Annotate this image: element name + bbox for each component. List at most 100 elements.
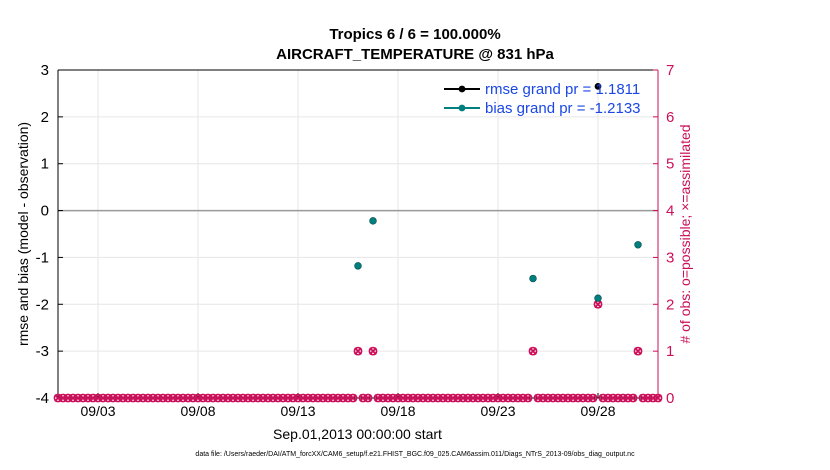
legend-bias-marker <box>458 104 466 112</box>
obs-possible-point <box>563 393 573 403</box>
obs-possible-point <box>653 393 663 403</box>
obs-possible-point <box>278 393 288 403</box>
y-tick-label: 2 <box>41 109 49 126</box>
legend <box>444 85 480 112</box>
x-tick-label: 09/18 <box>380 403 415 419</box>
obs-possible-point <box>83 393 93 403</box>
obs-possible-point <box>238 393 248 403</box>
obs-assimilated-point <box>594 300 602 309</box>
obs-possible-point <box>603 393 613 403</box>
legend-rmse-label: rmse grand pr = 1.1811 <box>485 81 640 98</box>
obs-possible-point <box>598 393 608 403</box>
obs-possible-point <box>423 393 433 403</box>
obs-possible-point <box>223 393 233 403</box>
y-tick-label: -2 <box>36 296 49 313</box>
obs-possible-point <box>188 393 198 403</box>
obs-possible-point <box>638 393 648 403</box>
obs-possible-point <box>88 393 98 403</box>
obs-possible-point <box>523 393 533 403</box>
obs-possible-point <box>453 393 463 403</box>
x-tick-label: 09/13 <box>280 403 315 419</box>
obs-possible-point <box>518 393 528 403</box>
obs-possible-point <box>398 393 408 403</box>
obs-possible-point <box>218 393 228 403</box>
obs-possible-point <box>313 393 323 403</box>
obs-assimilated-point <box>629 394 637 402</box>
bias-point <box>369 217 377 225</box>
y-tick-label: -1 <box>36 249 49 266</box>
obs-possible-point <box>133 393 143 403</box>
y2-tick-label: 3 <box>666 249 674 266</box>
obs-possible-point <box>108 393 118 403</box>
obs-possible-point <box>483 393 493 403</box>
obs-possible-point <box>633 346 643 356</box>
obs-possible-point <box>53 393 63 403</box>
obs-possible-point <box>213 393 223 403</box>
obs-possible-point <box>393 393 403 403</box>
obs-possible-point <box>368 346 378 356</box>
obs-possible-point <box>208 393 218 403</box>
obs-possible-point <box>543 393 553 403</box>
obs-possible-point <box>643 393 653 403</box>
obs-possible-point <box>158 393 168 403</box>
obs-possible-point <box>608 393 618 403</box>
obs-possible-point <box>118 393 128 403</box>
obs-possible-point <box>558 393 568 403</box>
obs-possible-point <box>513 393 523 403</box>
obs-possible-point <box>123 393 133 403</box>
x-axis-label: Sep.01,2013 00:00:00 start <box>273 426 442 442</box>
obs-possible-point <box>343 393 353 403</box>
obs-possible-point <box>338 393 348 403</box>
obs-possible-point <box>378 393 388 403</box>
obs-possible-point <box>198 393 208 403</box>
obs-possible-point <box>103 393 113 403</box>
obs-possible-point <box>288 393 298 403</box>
bias-point <box>354 262 362 270</box>
y2-tick-label: 5 <box>666 156 674 173</box>
obs-possible-point <box>533 393 543 403</box>
obs-possible-point <box>163 393 173 403</box>
y-tick-label: -4 <box>36 390 49 407</box>
rmse-series <box>594 83 602 90</box>
y2-tick-label: 4 <box>666 203 674 220</box>
obs-possible-point <box>353 346 363 356</box>
obs-possible-point <box>293 393 303 403</box>
obs-possible-point <box>228 393 238 403</box>
obs-possible-point <box>373 393 383 403</box>
obs-possible-point <box>298 393 308 403</box>
y2-tick-label: 0 <box>666 390 674 407</box>
data-file-footer: data file: /Users/raeder/DAI/ATM_forcXX/… <box>195 451 635 458</box>
obs-possible-point <box>363 393 373 403</box>
obs-possible-point <box>173 393 183 403</box>
obs-possible-point <box>58 393 68 403</box>
obs-possible-point <box>438 393 448 403</box>
y2-axis-label: # of obs: o=possible; ×=assimilated <box>677 124 693 343</box>
obs-assimilated-point <box>349 394 357 402</box>
obs-possible-point <box>333 393 343 403</box>
obs-possible-point <box>98 393 108 403</box>
rmse-point <box>594 83 602 90</box>
obs-possible-point <box>418 393 428 403</box>
obs-possible-point <box>358 393 368 403</box>
obs-possible-point <box>458 393 468 403</box>
y2-tick-label: 1 <box>666 343 674 360</box>
obs-possible-point <box>588 393 598 403</box>
obs-possible-point <box>128 393 138 403</box>
obs-possible-point <box>303 393 313 403</box>
y2-tick-label: 6 <box>666 109 674 126</box>
obs-possible-point <box>493 393 503 403</box>
obs-possible-point <box>73 393 83 403</box>
obs-possible-point <box>318 393 328 403</box>
y-axis-label: rmse and bias (model - observation) <box>15 122 31 346</box>
obs-possible-point <box>583 393 593 403</box>
obs-possible-point <box>553 393 563 403</box>
x-tick-label: 09/23 <box>480 403 515 419</box>
obs-possible-point <box>153 393 163 403</box>
obs-assimilated-point <box>634 347 642 355</box>
obs-possible-point <box>613 393 623 403</box>
obs-possible-point <box>78 393 88 403</box>
obs-possible-point <box>573 393 583 403</box>
obs-possible-point <box>268 393 278 403</box>
